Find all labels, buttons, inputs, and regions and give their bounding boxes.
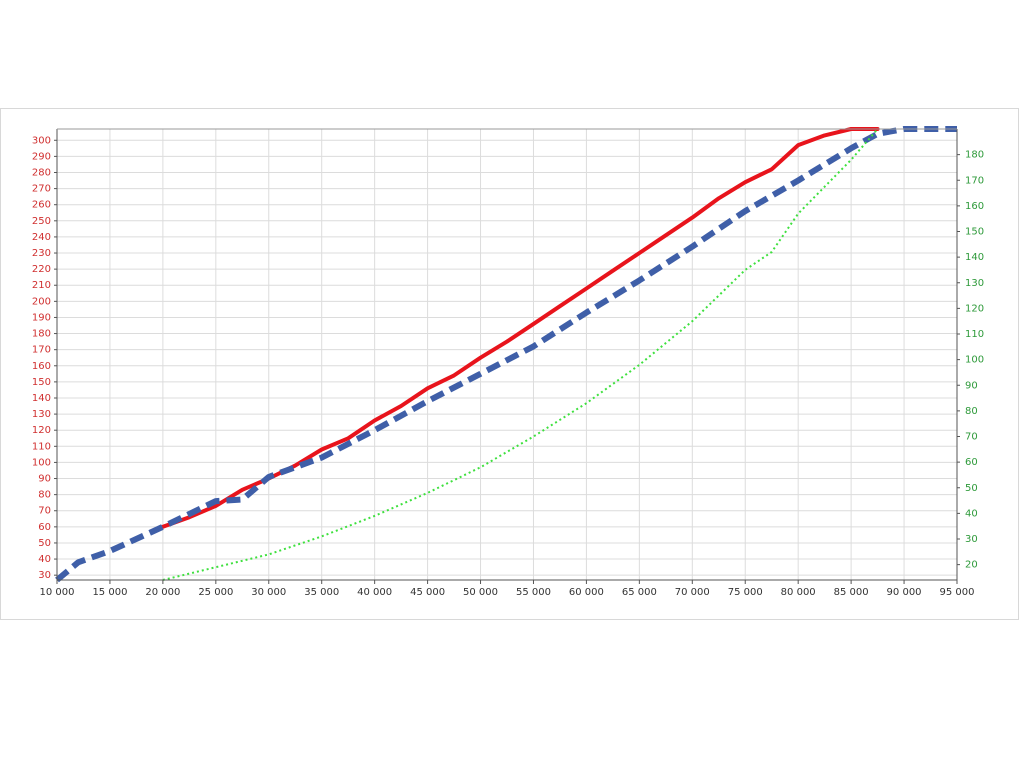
y-tick-label: 210 xyxy=(32,280,51,291)
y-tick-label: 80 xyxy=(38,490,51,501)
y2-tick-label: 40 xyxy=(965,508,978,519)
y-tick-label: 150 xyxy=(32,377,51,388)
y-tick-label: 290 xyxy=(32,151,51,162)
y2-tick-label: 50 xyxy=(965,483,978,494)
y-tick-label: 90 xyxy=(38,474,51,485)
y2-tick-label: 100 xyxy=(965,355,984,366)
y2-tick-label: 170 xyxy=(965,175,984,186)
x-tick-label: 85 000 xyxy=(834,587,869,598)
x-tick-label: 55 000 xyxy=(516,587,551,598)
y-tick-label: 190 xyxy=(32,312,51,323)
x-tick-label: 45 000 xyxy=(410,587,445,598)
y-tick-label: 120 xyxy=(32,425,51,436)
y-tick-label: 130 xyxy=(32,409,51,420)
y-tick-label: 180 xyxy=(32,329,51,340)
y-tick-label: 50 xyxy=(38,538,51,549)
series-line xyxy=(55,126,957,583)
y2-tick-label: 90 xyxy=(965,380,978,391)
x-tick-label: 40 000 xyxy=(357,587,392,598)
y-tick-label: 160 xyxy=(32,361,51,372)
axes: 10 000 15 000 20 000 25 000 30 000 35 000 40 0… xyxy=(32,128,984,598)
series-line xyxy=(162,128,879,581)
y-tick-label: 40 xyxy=(38,554,51,565)
y2-tick-label: 140 xyxy=(965,252,984,263)
y2-tick-label: 60 xyxy=(965,457,978,468)
y-tick-label: 70 xyxy=(38,506,51,517)
y-tick-label: 170 xyxy=(32,345,51,356)
lines xyxy=(55,126,957,583)
y-tick-label: 110 xyxy=(32,441,51,452)
y-tick-label: 140 xyxy=(32,393,51,404)
y2-tick-label: 120 xyxy=(965,303,984,314)
y-tick-label: 100 xyxy=(32,457,51,468)
y2-tick-label: 80 xyxy=(965,406,978,417)
y2-tick-label: 130 xyxy=(965,278,984,289)
y2-tick-label: 20 xyxy=(965,560,978,571)
y-tick-label: 250 xyxy=(32,216,51,227)
chart-frame xyxy=(0,108,1019,620)
y-tick-label: 230 xyxy=(32,248,51,259)
y-tick-label: 280 xyxy=(32,167,51,178)
x-tick-label: 35 000 xyxy=(304,587,339,598)
x-tick-label: 95 000 xyxy=(940,587,975,598)
x-tick-label: 15 000 xyxy=(92,587,127,598)
x-tick-label: 20 000 xyxy=(145,587,180,598)
y-tick-label: 240 xyxy=(32,232,51,243)
x-tick-label: 90 000 xyxy=(887,587,922,598)
y2-tick-label: 30 xyxy=(965,534,978,545)
y-tick-label: 220 xyxy=(32,264,51,275)
x-tick-label: 80 000 xyxy=(781,587,816,598)
y-tick-label: 300 xyxy=(32,135,51,146)
x-tick-label: 75 000 xyxy=(728,587,763,598)
y-tick-label: 270 xyxy=(32,184,51,195)
y-tick-label: 200 xyxy=(32,296,51,307)
x-tick-label: 70 000 xyxy=(675,587,710,598)
y2-tick-label: 150 xyxy=(965,227,984,238)
y2-tick-label: 70 xyxy=(965,432,978,443)
x-tick-label: 25 000 xyxy=(198,587,233,598)
x-tick-label: 10 000 xyxy=(40,587,75,598)
y2-tick-label: 160 xyxy=(965,201,984,212)
y-tick-label: 30 xyxy=(38,570,51,581)
x-tick-label: 50 000 xyxy=(463,587,498,598)
y-tick-label: 260 xyxy=(32,200,51,211)
x-tick-label: 65 000 xyxy=(622,587,657,598)
x-tick-label: 30 000 xyxy=(251,587,286,598)
x-tick-label: 60 000 xyxy=(569,587,604,598)
y-tick-label: 60 xyxy=(38,522,51,533)
y2-tick-label: 180 xyxy=(965,150,984,161)
y2-tick-label: 110 xyxy=(965,329,984,340)
